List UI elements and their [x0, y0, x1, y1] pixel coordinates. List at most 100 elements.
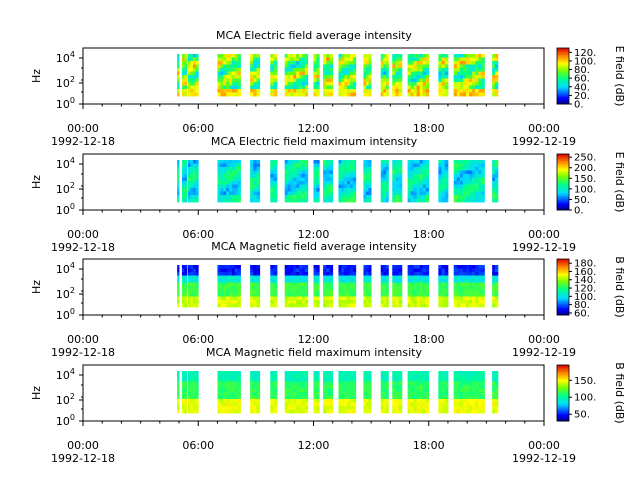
heatmap-cell: [472, 68, 476, 72]
heatmap-cell: [368, 272, 372, 276]
heatmap-cell: [316, 174, 320, 178]
heatmap-cell: [181, 268, 185, 273]
heatmap-cell: [453, 198, 458, 203]
heatmap-cell: [407, 71, 412, 76]
heatmap-cell: [329, 54, 334, 58]
heatmap-cell: [478, 64, 482, 69]
heatmap-cell: [475, 371, 479, 375]
heatmap-cell: [184, 160, 188, 164]
heatmap-cell: [341, 409, 345, 414]
heatmap-cell: [326, 68, 330, 72]
heatmap-cell: [293, 198, 297, 203]
heatmap-cell: [441, 64, 446, 69]
x-tick-time: 12:00: [298, 228, 330, 241]
heatmap-cell: [413, 265, 418, 269]
colorbar-swatch: [557, 402, 569, 405]
heatmap-cell: [177, 68, 180, 72]
heatmap-cell: [192, 399, 197, 403]
heatmap-cell: [475, 57, 479, 62]
heatmap-cell: [383, 399, 387, 403]
data-segment: [492, 265, 499, 308]
heatmap-cell: [466, 402, 470, 407]
heatmap-cell: [347, 275, 351, 280]
heatmap-cell: [481, 167, 485, 171]
heatmap-cell: [301, 92, 306, 97]
x-tick-date: 1992-12-18: [51, 135, 115, 148]
heatmap-cell: [253, 409, 257, 414]
heatmap-cell: [299, 293, 303, 297]
heatmap-cell: [316, 160, 320, 164]
heatmap-cell: [363, 378, 367, 382]
heatmap-cell: [352, 265, 357, 269]
heatmap-cell: [419, 75, 424, 79]
heatmap-cell: [293, 85, 297, 90]
heatmap-cell: [407, 279, 412, 283]
heatmap-cell: [316, 282, 320, 287]
heatmap-cell: [472, 61, 476, 65]
heatmap-cell: [425, 71, 430, 76]
heatmap-cell: [475, 395, 479, 400]
heatmap-cell: [226, 392, 230, 396]
heatmap-cell: [462, 89, 467, 93]
heatmap-cell: [392, 289, 396, 294]
heatmap-cell: [419, 68, 424, 72]
heatmap-cell: [223, 191, 227, 196]
data-segment: [323, 160, 334, 203]
heatmap-cell: [270, 296, 275, 301]
heatmap-cell: [220, 395, 224, 400]
heatmap-cell: [413, 406, 418, 410]
heatmap-cell: [234, 374, 239, 379]
heatmap-cell: [253, 272, 257, 276]
heatmap-cell: [410, 75, 415, 79]
heatmap-cell: [350, 68, 354, 72]
heatmap-cell: [456, 195, 461, 199]
colorbar-swatch: [557, 204, 569, 207]
heatmap-cell: [413, 381, 418, 386]
heatmap-cell: [299, 378, 303, 382]
colorbar-swatch: [557, 376, 569, 379]
heatmap-cell: [290, 195, 294, 199]
heatmap-cell: [296, 275, 300, 280]
heatmap-cell: [363, 167, 367, 171]
heatmap-cell: [293, 409, 297, 414]
heatmap-cell: [323, 85, 327, 90]
heatmap-cell: [270, 399, 275, 403]
heatmap-cell: [481, 184, 485, 189]
heatmap-cell: [184, 85, 188, 90]
heatmap-cell: [453, 385, 458, 389]
heatmap-cell: [187, 392, 191, 396]
heatmap-cell: [223, 78, 227, 83]
heatmap-cell: [462, 92, 467, 97]
heatmap-cell: [231, 54, 236, 58]
heatmap-cell: [466, 78, 470, 83]
heatmap-cell: [438, 160, 442, 164]
heatmap-cell: [453, 75, 458, 79]
heatmap-cell: [344, 392, 348, 396]
heatmap-cell: [290, 54, 294, 58]
heatmap-cell: [413, 392, 418, 396]
heatmap-cell: [383, 184, 387, 189]
heatmap-cell: [316, 300, 320, 304]
heatmap-cell: [223, 89, 227, 93]
heatmap-cell: [250, 378, 254, 382]
colorbar-swatch: [557, 281, 569, 284]
heatmap-cell: [456, 286, 461, 290]
heatmap-cell: [231, 64, 236, 69]
heatmap-cell: [366, 198, 369, 203]
heatmap-cell: [368, 296, 372, 301]
heatmap-cell: [416, 385, 421, 389]
heatmap-cell: [478, 395, 482, 400]
heatmap-cell: [344, 85, 348, 90]
heatmap-cell: [273, 385, 278, 389]
heatmap-cell: [413, 92, 418, 97]
heatmap-cell: [287, 170, 291, 175]
heatmap-cell: [253, 268, 257, 273]
heatmap-cell: [231, 378, 236, 382]
heatmap-cell: [301, 381, 306, 386]
heatmap-cell: [453, 61, 458, 65]
heatmap-cell: [352, 188, 357, 192]
heatmap-cell: [253, 303, 257, 308]
heatmap-cell: [407, 381, 412, 386]
heatmap-cell: [347, 265, 351, 269]
heatmap-cell: [284, 381, 288, 386]
